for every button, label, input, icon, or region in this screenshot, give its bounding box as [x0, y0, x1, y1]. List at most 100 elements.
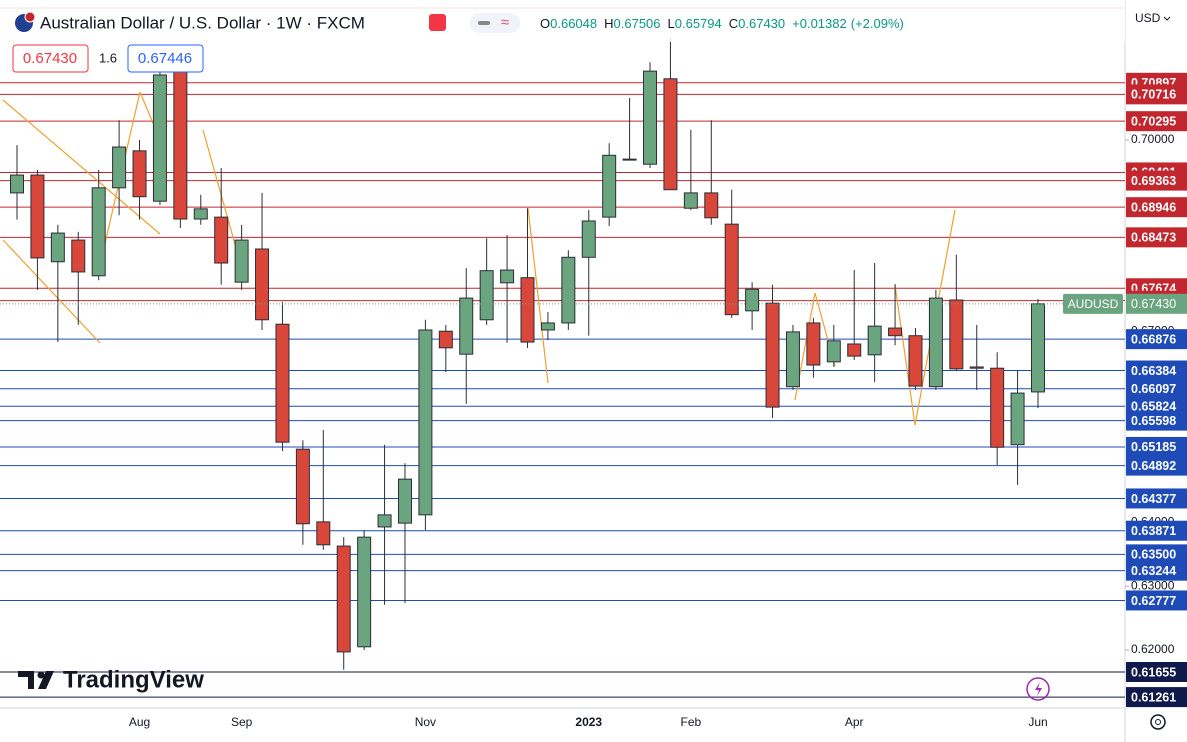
- toggle-icon: [478, 21, 490, 25]
- price-axis: 0.620000.630000.640000.670000.700000.708…: [1125, 72, 1187, 708]
- candle-body: [30, 174, 45, 259]
- price-label-bg: [1126, 293, 1187, 314]
- candle-body: [663, 78, 678, 191]
- ohlc-prefix: C: [729, 16, 738, 31]
- level-label-text: 0.64377: [1131, 492, 1176, 506]
- bid-price: 0.67430: [23, 50, 77, 67]
- level-label-text: 0.70295: [1131, 114, 1176, 128]
- x-tick-label: Apr: [845, 715, 864, 729]
- level-label: 0.66097: [1126, 378, 1187, 399]
- symbol-label: AUDUSD: [1068, 297, 1119, 311]
- candle-body: [990, 367, 1005, 448]
- level-label-bg: [1126, 378, 1187, 399]
- level-label-bg: [1126, 455, 1187, 476]
- candle-body: [316, 521, 331, 546]
- y-tick-label: 0.63000: [1131, 578, 1175, 592]
- candle-body: [561, 256, 576, 324]
- logo-mark: [18, 671, 34, 689]
- level-label: 0.66384: [1126, 360, 1187, 381]
- candle-body: [683, 192, 698, 209]
- candle-body: [336, 545, 351, 653]
- level-label-text: 0.66097: [1131, 382, 1176, 396]
- level-label-bg: [1126, 84, 1187, 105]
- candle-body: [418, 329, 433, 516]
- level-label-text: 0.62777: [1131, 594, 1176, 608]
- candle-body: [888, 327, 903, 337]
- change-pct: (+2.09%): [851, 16, 904, 31]
- settings-icon: [1155, 719, 1161, 725]
- flag-icon: [24, 11, 36, 23]
- candle-body: [581, 220, 596, 258]
- level-label-bg: [1126, 520, 1187, 541]
- level-label: 0.69363: [1126, 170, 1187, 191]
- level-label: 0.62777: [1126, 590, 1187, 611]
- logo-mark: [38, 671, 54, 689]
- level-label-text: 0.63500: [1131, 548, 1176, 562]
- candle-body: [234, 239, 249, 283]
- ask-price: 0.67446: [138, 50, 192, 67]
- level-label: 0.65598: [1126, 410, 1187, 431]
- trendline: [2, 239, 101, 344]
- level-label-bg: [1126, 544, 1187, 565]
- toggle[interactable]: [470, 13, 520, 33]
- candle-body: [71, 239, 86, 273]
- x-tick-label: Nov: [415, 715, 436, 729]
- candle-body: [867, 325, 882, 356]
- y-tick-label: 0.70000: [1131, 132, 1175, 146]
- change: +0.01382: [792, 16, 847, 31]
- logo: TradingView: [18, 666, 204, 693]
- candle-body: [214, 216, 229, 264]
- candle-body: [806, 322, 821, 366]
- level-label-bg: [1126, 197, 1187, 218]
- ohlc-prefix: O: [540, 16, 550, 31]
- level-label-bg: [1126, 436, 1187, 457]
- chart-title: Australian Dollar / U.S. Dollar · 1W · F…: [40, 13, 365, 32]
- level-label-text: 0.61261: [1131, 690, 1176, 704]
- candle-body: [10, 174, 24, 194]
- candle-body: [173, 71, 188, 220]
- candle-body: [255, 248, 270, 321]
- candle-body: [479, 270, 494, 321]
- header-bg: [0, 0, 1125, 42]
- candle-body: [928, 297, 943, 388]
- candle-body: [969, 366, 984, 369]
- flag-button[interactable]: [429, 14, 446, 31]
- level-label-bg: [1126, 170, 1187, 191]
- candle-body: [112, 146, 127, 189]
- ohlc-value: 0.66048: [550, 16, 597, 31]
- currency-caret: [1163, 16, 1171, 21]
- candle-body: [540, 322, 555, 331]
- candle-body: [50, 232, 65, 263]
- level-label-bg: [1126, 111, 1187, 132]
- level-label-text: 0.61655: [1131, 665, 1176, 679]
- logo-mark: [37, 671, 45, 679]
- level-label: 0.66876: [1126, 329, 1187, 350]
- currency[interactable]: USD: [1135, 11, 1161, 25]
- candle-body: [275, 323, 290, 443]
- level-label: 0.61261: [1126, 687, 1187, 708]
- candle-body: [765, 302, 780, 408]
- alert-icon[interactable]: [1026, 677, 1050, 701]
- x-tick-label: Sep: [231, 715, 253, 729]
- level-label: 0.68946: [1126, 197, 1187, 218]
- level-label-text: 0.68946: [1131, 200, 1176, 214]
- toggle-icon: ≈: [501, 14, 509, 31]
- level-label-text: 0.64892: [1131, 459, 1176, 473]
- level-label: 0.63244: [1126, 560, 1187, 581]
- level-label: 0.63871: [1126, 520, 1187, 541]
- x-tick-label: Jun: [1028, 715, 1047, 729]
- x-tick-label: 2023: [575, 715, 602, 729]
- spread: 1.6: [99, 50, 117, 65]
- candle-body: [377, 514, 392, 528]
- candles: [10, 37, 1045, 670]
- brand: TradingView: [63, 666, 204, 693]
- candle-body: [745, 288, 760, 312]
- level-label-bg: [1126, 329, 1187, 350]
- settings-icon[interactable]: [1150, 714, 1166, 730]
- level-label: 0.65185: [1126, 436, 1187, 457]
- buy-box[interactable]: [127, 44, 204, 73]
- level-label-bg: [1126, 488, 1187, 509]
- trendline: [2, 99, 161, 235]
- sell-box[interactable]: [12, 44, 89, 73]
